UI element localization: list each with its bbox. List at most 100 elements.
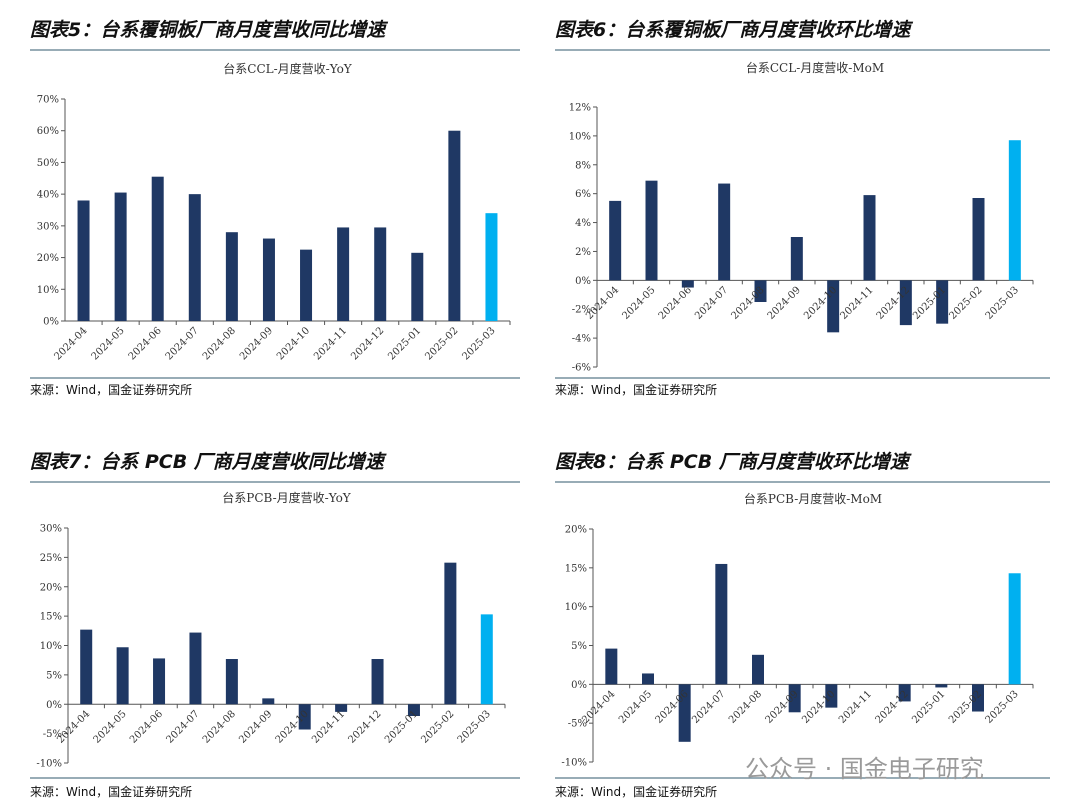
bar <box>485 213 498 321</box>
x-tick-label: 2024-11 <box>310 709 347 746</box>
x-tick-label: 2024-08 <box>727 689 764 726</box>
y-tick-label: 60% <box>37 126 59 137</box>
chart-title: 台系CCL-月度营收-YoY <box>223 61 353 76</box>
bar <box>681 280 694 288</box>
bar <box>899 280 912 326</box>
panel-heading: 图表7：台系 PCB 厂商月度营收同比增速 <box>30 451 387 473</box>
x-tick-label: 2024-04 <box>580 689 617 726</box>
bar <box>225 232 238 321</box>
bar <box>189 632 202 705</box>
y-tick-label: 20% <box>40 582 62 593</box>
source-note: 来源：Wind，国金证券研究所 <box>555 784 717 799</box>
bar <box>225 659 238 705</box>
x-tick-label: 2025-02 <box>423 325 460 362</box>
bar <box>335 704 348 712</box>
bar <box>935 684 948 688</box>
bar <box>754 280 767 302</box>
y-tick-label: -2% <box>572 305 591 316</box>
x-tick-label: 2025-03 <box>984 285 1021 322</box>
y-tick-label: 0% <box>575 276 591 287</box>
y-tick-label: 8% <box>575 160 591 171</box>
x-tick-label: 2024-06 <box>128 709 165 746</box>
x-tick-label: 2025-01 <box>383 709 420 746</box>
x-tick-label: 2024-06 <box>657 285 694 322</box>
bar <box>371 659 384 705</box>
y-tick-label: 0% <box>571 680 587 691</box>
bar <box>1008 140 1021 281</box>
x-tick-label: 2024-12 <box>346 709 383 746</box>
bar <box>411 252 424 321</box>
bar <box>752 654 764 685</box>
bar <box>114 192 127 321</box>
bar <box>374 227 387 321</box>
x-tick-label: 2024-11 <box>838 285 875 322</box>
chart-title: 台系PCB-月度营收-YoY <box>222 490 352 505</box>
x-tick-label: 2024-08 <box>729 285 766 322</box>
x-tick-label: 2024-05 <box>617 689 654 726</box>
y-tick-label: -5% <box>43 729 62 740</box>
x-tick-label: 2024-08 <box>201 325 238 362</box>
bar <box>972 198 985 281</box>
x-tick-label: 2024-07 <box>164 709 201 746</box>
bar <box>77 200 90 321</box>
x-tick-label: 2025-03 <box>460 325 497 362</box>
bar <box>480 614 493 705</box>
watermark: 公众号 · 国金电子研究 <box>745 755 984 783</box>
bar <box>153 658 166 705</box>
y-tick-label: 4% <box>575 218 591 229</box>
y-tick-label: 10% <box>37 285 59 296</box>
x-tick-label: 2024-04 <box>52 325 89 362</box>
bar <box>718 183 731 281</box>
chart-title: 台系PCB-月度营收-MoM <box>744 491 882 506</box>
x-tick-label: 2024-05 <box>90 325 127 362</box>
y-tick-label: 20% <box>565 525 587 536</box>
bar <box>1008 573 1021 685</box>
bar <box>116 647 129 705</box>
x-tick-label: 2025-01 <box>910 689 947 726</box>
x-tick-label: 2024-12 <box>874 689 911 726</box>
y-tick-label: 10% <box>40 641 62 652</box>
panel-heading: 图表6：台系覆铜板厂商月度营收环比增速 <box>555 19 913 41</box>
y-tick-label: 0% <box>46 700 62 711</box>
bar <box>936 280 949 324</box>
source-note: 来源：Wind，国金证券研究所 <box>30 784 192 799</box>
x-tick-label: 2024-09 <box>237 709 274 746</box>
y-tick-label: 10% <box>565 602 587 613</box>
bar <box>188 194 201 321</box>
y-tick-label: 15% <box>40 612 62 623</box>
x-tick-label: 2024-07 <box>690 689 727 726</box>
y-tick-label: 70% <box>37 95 59 106</box>
y-tick-label: 10% <box>569 131 591 142</box>
bar <box>298 704 311 730</box>
x-tick-label: 2025-02 <box>419 709 456 746</box>
x-tick-label: 2024-06 <box>127 325 164 362</box>
x-tick-label: 2024-09 <box>238 325 275 362</box>
bar <box>642 673 654 685</box>
bar <box>337 227 350 321</box>
source-note: 来源：Wind，国金证券研究所 <box>30 382 192 397</box>
x-tick-label: 2024-04 <box>55 709 92 746</box>
bar <box>790 237 803 281</box>
bar <box>825 684 838 708</box>
bar <box>898 684 911 702</box>
y-tick-label: 12% <box>569 103 591 114</box>
x-tick-label: 2024-11 <box>837 689 874 726</box>
y-tick-label: 30% <box>37 221 59 232</box>
y-tick-label: 40% <box>37 190 59 201</box>
y-tick-label: 2% <box>575 247 591 258</box>
x-tick-label: 2024-04 <box>584 285 621 322</box>
x-tick-label: 2024-11 <box>312 325 349 362</box>
y-tick-label: 25% <box>40 553 62 564</box>
bar <box>444 562 457 705</box>
x-tick-label: 2024-08 <box>201 709 238 746</box>
bar <box>448 130 461 321</box>
x-tick-label: 2025-01 <box>386 325 423 362</box>
bar <box>645 180 658 281</box>
y-tick-label: 20% <box>37 253 59 264</box>
bar <box>972 684 984 712</box>
y-tick-label: 15% <box>565 563 587 574</box>
bar <box>715 563 728 685</box>
x-tick-label: 2024-09 <box>766 285 803 322</box>
bar <box>300 249 313 321</box>
